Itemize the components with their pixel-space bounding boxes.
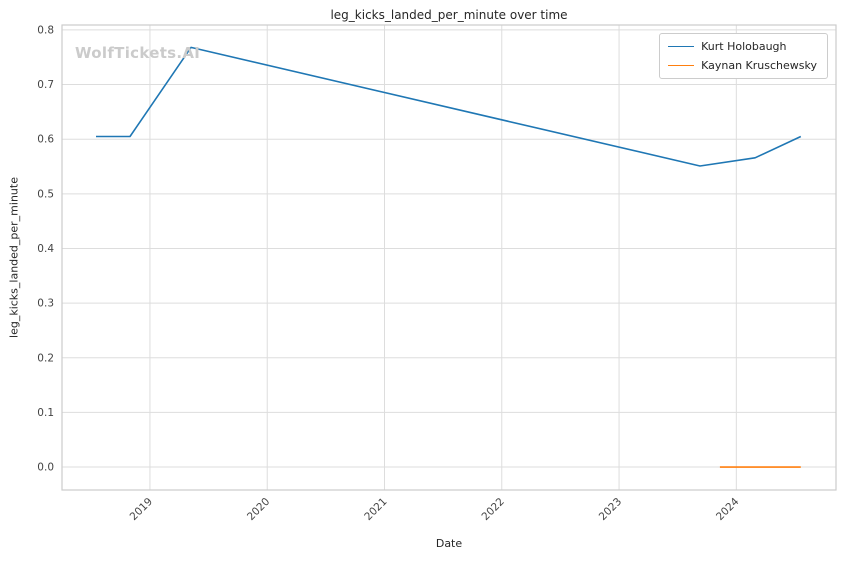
y-tick-label: 0.6 [37,134,54,146]
y-tick-label: 0.3 [37,298,54,310]
plot-border [61,24,837,491]
x-tick-label: 2021 [362,496,389,523]
y-tick-label: 0.7 [37,79,54,91]
watermark: WolfTickets.AI [75,44,201,62]
legend-line-swatch [668,46,695,47]
y-tick-label: 0.8 [37,24,54,36]
y-tick-label: 0.2 [37,352,54,364]
legend-line-swatch [668,65,695,66]
legend-item: Kaynan Kruschewsky [668,59,817,72]
x-tick-label: 2019 [128,496,155,523]
chart-title: leg_kicks_landed_per_minute over time [330,8,568,22]
x-tick-label: 2022 [480,496,507,523]
y-axis-label: leg_kicks_landed_per_minute [7,177,21,338]
y-tick-label: 0.4 [37,243,54,255]
y-tick-label: 0.5 [37,188,54,200]
x-axis-label: Date [435,537,463,550]
x-tick-label: 2020 [245,496,272,523]
series-line [96,46,802,167]
legend-label: Kurt Holobaugh [701,40,787,53]
legend-label: Kaynan Kruschewsky [701,59,817,72]
y-tick-label: 0.0 [37,462,54,474]
y-tick-label: 0.1 [37,407,54,419]
legend-item: Kurt Holobaugh [668,40,817,53]
x-tick-label: 2024 [714,495,742,523]
x-tick-label: 2023 [597,496,624,523]
legend: Kurt Holobaugh Kaynan Kruschewsky [659,33,828,79]
